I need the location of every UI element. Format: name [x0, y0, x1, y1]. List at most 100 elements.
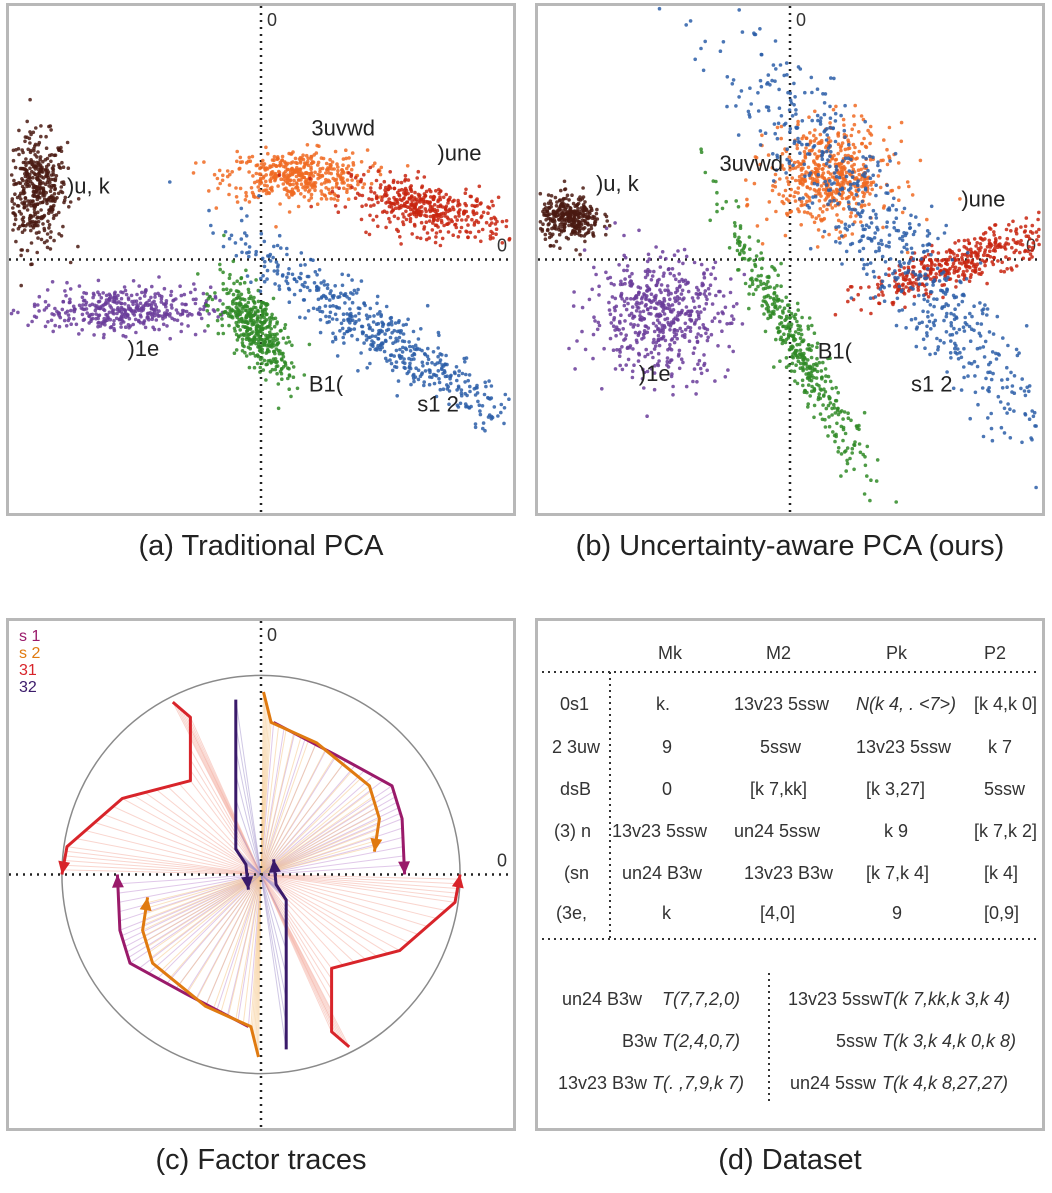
- data-point: [117, 308, 122, 312]
- data-point: [679, 292, 684, 296]
- data-point: [876, 174, 881, 178]
- data-point: [375, 294, 380, 299]
- data-point: [925, 249, 930, 253]
- data-point: [738, 224, 743, 228]
- data-point: [389, 319, 394, 324]
- data-point: [375, 301, 379, 306]
- data-point: [934, 272, 938, 276]
- data-point: [865, 444, 870, 449]
- data-point: [806, 358, 810, 362]
- data-point: [161, 322, 166, 327]
- data-point: [368, 314, 372, 319]
- data-point: [718, 49, 723, 53]
- data-point: [17, 209, 22, 214]
- data-point: [759, 251, 763, 255]
- data-point: [819, 116, 823, 120]
- data-point: [244, 332, 248, 336]
- data-point: [798, 361, 803, 366]
- data-point: [638, 317, 643, 322]
- data-point: [427, 382, 432, 387]
- data-point: [839, 148, 843, 153]
- data-point: [824, 149, 829, 154]
- data-point: [304, 181, 308, 186]
- data-point: [816, 172, 821, 177]
- data-point: [388, 353, 393, 358]
- data-point: [274, 225, 278, 229]
- data-point: [369, 204, 373, 208]
- data-point: [402, 215, 406, 219]
- data-point: [843, 147, 848, 152]
- data-point: [678, 326, 682, 331]
- data-point: [628, 280, 632, 285]
- data-point: [696, 332, 700, 336]
- data-point: [844, 449, 848, 453]
- data-point: [716, 344, 720, 348]
- data-point: [247, 155, 251, 160]
- data-point: [845, 180, 849, 185]
- cluster: [191, 143, 410, 229]
- data-point: [280, 274, 285, 278]
- data-point: [863, 119, 867, 124]
- data-point: [341, 157, 346, 161]
- data-point: [316, 297, 321, 302]
- data-point: [796, 122, 800, 127]
- data-point: [976, 247, 981, 251]
- data-point: [273, 351, 277, 356]
- data-point: [464, 372, 468, 377]
- data-point: [32, 149, 36, 153]
- data-point: [254, 163, 259, 168]
- data-point: [801, 362, 806, 366]
- data-point: [815, 356, 819, 361]
- data-point: [68, 300, 72, 305]
- data-point: [1034, 230, 1039, 234]
- data-point: [149, 307, 154, 311]
- data-point: [268, 323, 272, 328]
- data-point: [287, 151, 291, 156]
- data-point: [325, 320, 330, 325]
- data-point: [834, 164, 839, 169]
- data-point: [255, 323, 260, 328]
- data-point: [613, 296, 618, 301]
- data-point: [307, 342, 312, 347]
- data-point: [1005, 236, 1010, 241]
- data-point: [44, 146, 49, 150]
- data-point: [379, 165, 384, 170]
- data-point: [925, 282, 929, 287]
- data-point: [486, 415, 491, 419]
- data-point: [706, 335, 710, 340]
- data-point: [707, 292, 712, 296]
- data-point: [420, 185, 424, 190]
- data-point: [96, 313, 101, 318]
- data-point: [786, 179, 790, 184]
- data-point: [212, 172, 217, 177]
- data-point: [441, 195, 446, 200]
- data-point: [492, 405, 497, 409]
- data-point: [376, 169, 381, 174]
- data-point: [415, 235, 420, 240]
- data-point: [344, 156, 349, 161]
- data-point: [812, 331, 817, 336]
- data-point: [275, 332, 279, 336]
- data-point: [41, 159, 45, 164]
- data-point: [324, 296, 329, 301]
- data-point: [143, 325, 148, 330]
- data-point: [812, 177, 817, 182]
- data-point: [810, 148, 814, 152]
- data-point: [557, 232, 562, 237]
- data-point: [404, 188, 409, 193]
- data-point: [150, 284, 154, 289]
- data-point: [676, 310, 681, 315]
- data-point: [963, 315, 967, 320]
- data-point: [947, 268, 951, 272]
- data-point: [810, 373, 814, 378]
- data-point: [573, 367, 577, 371]
- cluster-label: s1 2: [417, 392, 459, 417]
- data-point: [359, 177, 364, 182]
- data-point: [620, 345, 624, 349]
- data-point: [862, 263, 867, 267]
- data-point: [399, 242, 403, 246]
- data-point: [546, 193, 551, 197]
- data-point: [280, 352, 284, 356]
- data-point: [676, 249, 680, 253]
- data-point: [242, 344, 246, 349]
